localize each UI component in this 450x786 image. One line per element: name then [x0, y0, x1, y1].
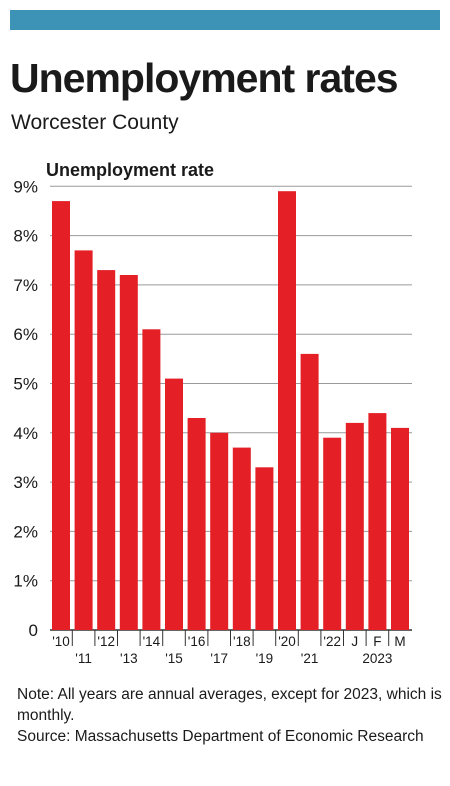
- x-tick-label: M: [394, 634, 405, 649]
- axis-labels: 0 1% 2% 3% 4% 5% 6% 7% 8% 9% '10 '11 '12 '13 '14 '15 '16…: [13, 177, 405, 666]
- bar: [142, 329, 161, 630]
- bar: [278, 191, 296, 630]
- source-text: Source: Massachusetts Department of Econ…: [17, 728, 424, 745]
- page-title: Unemployment rates: [10, 55, 399, 101]
- bar: [323, 437, 342, 630]
- x-tick-label: '20: [278, 634, 296, 649]
- bar: [74, 250, 93, 630]
- bars: [52, 191, 409, 630]
- x-tick-label: '11: [75, 651, 92, 666]
- x-tick-label: '13: [120, 651, 138, 666]
- bar: [119, 275, 138, 630]
- y-tick-label: 1%: [13, 572, 38, 591]
- x-tick-label: '14: [143, 634, 161, 649]
- x-tick-label: '17: [210, 651, 228, 666]
- y-tick-label: 0: [29, 621, 38, 640]
- bar: [391, 427, 409, 630]
- bar: [52, 201, 70, 630]
- y-tick-label: 4%: [13, 424, 38, 443]
- bar: [187, 418, 206, 630]
- bar: [345, 422, 364, 630]
- x-tick-label: '15: [165, 651, 183, 666]
- x-tick-label: '19: [256, 651, 274, 666]
- group-label: 2023: [362, 651, 392, 666]
- bar: [232, 447, 251, 630]
- bar: [368, 413, 387, 630]
- x-tick-label: '10: [52, 634, 70, 649]
- y-tick-label: 2%: [13, 522, 38, 541]
- x-tick-label: F: [373, 634, 381, 649]
- x-tick-label: '22: [323, 634, 341, 649]
- y-tick-label: 6%: [13, 325, 38, 344]
- bar: [255, 467, 274, 630]
- page-subtitle: Worcester County: [11, 111, 179, 134]
- bar: [165, 378, 183, 630]
- y-tick-label: 9%: [13, 177, 38, 196]
- chart-notes: Note: All years are annual averages, exc…: [17, 684, 442, 747]
- y-tick-label: 7%: [13, 276, 38, 295]
- y-tick-label: 5%: [13, 375, 38, 394]
- bar: [300, 353, 319, 630]
- bar: [210, 432, 229, 630]
- bar: [97, 270, 116, 630]
- x-tick-label: J: [351, 634, 358, 649]
- bar-chart: Unemployment rate 0 1% 2% 3% 4% 5% 6% 7% 8% 9% '10…: [13, 160, 412, 666]
- x-tick-label: '18: [233, 634, 251, 649]
- accent-bar: [10, 10, 440, 30]
- y-tick-label: 8%: [13, 227, 38, 246]
- y-tick-label: 3%: [13, 473, 38, 492]
- x-tick-label: '21: [301, 651, 319, 666]
- x-tick-label: '16: [188, 634, 206, 649]
- x-tick-label: '12: [97, 634, 115, 649]
- y-axis-label: Unemployment rate: [46, 160, 214, 180]
- note-text: Note: All years are annual averages, exc…: [17, 686, 442, 724]
